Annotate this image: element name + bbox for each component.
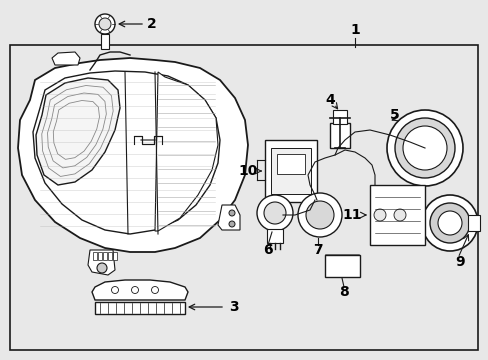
Circle shape	[373, 209, 385, 221]
Circle shape	[393, 209, 405, 221]
Text: 11: 11	[342, 208, 361, 222]
Bar	[329, 123, 349, 148]
Bar	[325, 255, 359, 277]
Polygon shape	[36, 78, 120, 185]
Text: 9: 9	[454, 255, 464, 269]
Polygon shape	[88, 250, 115, 275]
Bar	[101, 34, 109, 49]
Circle shape	[394, 118, 454, 178]
Polygon shape	[92, 280, 187, 300]
Bar	[95, 302, 184, 314]
Text: 6: 6	[263, 243, 272, 257]
Bar	[467, 215, 479, 231]
Circle shape	[257, 195, 292, 231]
Circle shape	[297, 193, 341, 237]
Circle shape	[386, 110, 462, 186]
Text: 2: 2	[147, 17, 157, 31]
Circle shape	[95, 14, 115, 34]
Bar	[103, 252, 106, 260]
Bar	[332, 110, 346, 124]
Circle shape	[99, 18, 111, 30]
Polygon shape	[18, 58, 247, 252]
Bar	[369, 185, 424, 245]
Bar	[98, 252, 102, 260]
Text: 3: 3	[229, 300, 238, 314]
Text: 8: 8	[339, 285, 348, 299]
Bar	[276, 154, 305, 174]
Circle shape	[97, 263, 107, 273]
Bar	[93, 252, 96, 260]
Circle shape	[402, 126, 446, 170]
Circle shape	[131, 287, 138, 293]
Polygon shape	[155, 72, 218, 231]
Bar	[108, 252, 111, 260]
Circle shape	[305, 201, 333, 229]
Polygon shape	[218, 205, 240, 230]
Circle shape	[111, 287, 118, 293]
Text: 1: 1	[349, 23, 359, 37]
Circle shape	[429, 203, 469, 243]
Bar	[10, 45, 477, 350]
Bar	[266, 229, 283, 243]
Polygon shape	[52, 52, 80, 65]
Text: 10: 10	[238, 164, 257, 178]
Text: 7: 7	[312, 243, 322, 257]
Circle shape	[228, 221, 235, 227]
Circle shape	[421, 195, 477, 251]
Text: 4: 4	[325, 93, 334, 107]
Bar	[270, 148, 310, 194]
Circle shape	[437, 211, 461, 235]
Polygon shape	[33, 71, 220, 234]
Bar	[264, 140, 316, 202]
Bar	[113, 252, 116, 260]
Circle shape	[151, 287, 158, 293]
Circle shape	[228, 210, 235, 216]
Wedge shape	[325, 255, 359, 272]
Circle shape	[264, 202, 285, 224]
Text: 5: 5	[389, 108, 399, 122]
